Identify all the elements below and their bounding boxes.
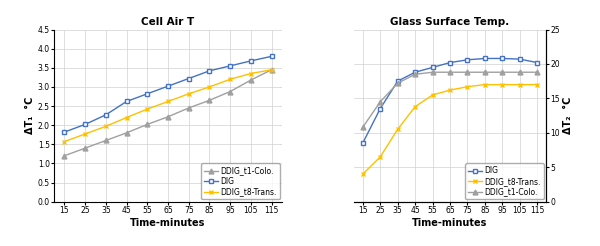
Y-axis label: ΔT₂  °C: ΔT₂ °C [563,97,572,134]
DDIG_t1-Colo. [377,100,384,103]
DDIG_t8-Trans. [206,85,213,88]
X-axis label: Time-minutes: Time-minutes [130,218,206,228]
DIG [227,64,234,67]
DDIG_t8-Trans. [516,83,523,86]
DIG [533,61,541,64]
DIG [61,131,68,134]
DIG [123,100,130,103]
Line: DDIG_t8-Trans.: DDIG_t8-Trans. [360,82,540,177]
DDIG_t8-Trans. [61,140,68,143]
DIG [446,61,454,64]
DDIG_t1-Colo. [206,99,213,102]
DDIG_t1-Colo. [61,154,68,157]
DIG [394,80,401,83]
DIG [412,71,419,74]
Line: DDIG_t1-Colo.: DDIG_t1-Colo. [62,67,274,158]
DIG [164,85,172,88]
DIG [481,57,488,60]
DDIG_t1-Colo. [359,126,367,129]
DIG [499,57,506,60]
DDIG_t1-Colo. [481,71,488,74]
DDIG_t8-Trans. [429,93,436,96]
DDIG_t8-Trans. [464,85,471,88]
DIG [429,66,436,69]
DDIG_t1-Colo. [143,123,151,126]
DDIG_t8-Trans. [268,68,275,71]
Title: Cell Air T: Cell Air T [142,17,194,27]
DDIG_t1-Colo. [227,90,234,93]
Line: DDIG_t1-Colo.: DDIG_t1-Colo. [360,70,540,130]
DDIG_t8-Trans. [533,83,541,86]
DDIG_t1-Colo. [429,71,436,74]
DIG [102,113,109,116]
DDIG_t8-Trans. [412,105,419,108]
DIG [82,123,89,126]
Title: Glass Surface Temp.: Glass Surface Temp. [391,17,509,27]
DIG [464,58,471,61]
DIG [516,58,523,61]
DDIG_t1-Colo. [464,71,471,74]
DDIG_t1-Colo. [533,71,541,74]
DIG [185,77,193,80]
DDIG_t1-Colo. [499,71,506,74]
DIG [359,142,367,145]
DDIG_t8-Trans. [185,92,193,95]
X-axis label: Time-minutes: Time-minutes [412,218,488,228]
DDIG_t1-Colo. [164,115,172,118]
Line: DIG: DIG [62,54,274,135]
DDIG_t1-Colo. [394,82,401,85]
DDIG_t1-Colo. [247,78,254,81]
DDIG_t1-Colo. [516,71,523,74]
DIG [247,60,254,62]
DIG [268,55,275,58]
Line: DDIG_t8-Trans.: DDIG_t8-Trans. [62,67,274,144]
DIG [377,107,384,110]
DDIG_t8-Trans. [394,128,401,131]
DDIG_t8-Trans. [227,78,234,81]
DDIG_t1-Colo. [123,131,130,134]
Legend: DDIG_t1-Colo., DIG, DDIG_t8-Trans.: DDIG_t1-Colo., DIG, DDIG_t8-Trans. [201,163,280,200]
DDIG_t8-Trans. [377,155,384,158]
Y-axis label: ΔT₁  °C: ΔT₁ °C [25,97,35,134]
DDIG_t8-Trans. [359,173,367,176]
DDIG_t8-Trans. [123,116,130,119]
DIG [206,69,213,72]
DDIG_t1-Colo. [102,139,109,142]
DDIG_t8-Trans. [499,83,506,86]
Legend: DIG, DDIG_t8-Trans., DDIG_t1-Colo.: DIG, DDIG_t8-Trans., DDIG_t1-Colo. [465,163,544,200]
DDIG_t1-Colo. [185,107,193,109]
DDIG_t1-Colo. [412,73,419,76]
DDIG_t8-Trans. [143,108,151,111]
DDIG_t8-Trans. [481,83,488,86]
DIG [143,92,151,95]
DDIG_t8-Trans. [102,125,109,128]
DDIG_t1-Colo. [82,147,89,150]
DDIG_t1-Colo. [268,68,275,71]
DDIG_t8-Trans. [247,72,254,75]
DDIG_t8-Trans. [446,89,454,92]
DDIG_t8-Trans. [82,133,89,136]
DDIG_t1-Colo. [446,71,454,74]
Line: DIG: DIG [360,56,540,146]
DDIG_t8-Trans. [164,100,172,103]
